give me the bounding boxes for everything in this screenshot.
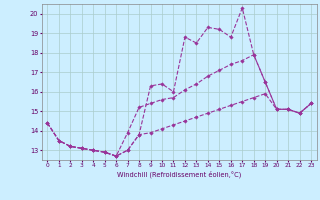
- X-axis label: Windchill (Refroidissement éolien,°C): Windchill (Refroidissement éolien,°C): [117, 170, 241, 178]
